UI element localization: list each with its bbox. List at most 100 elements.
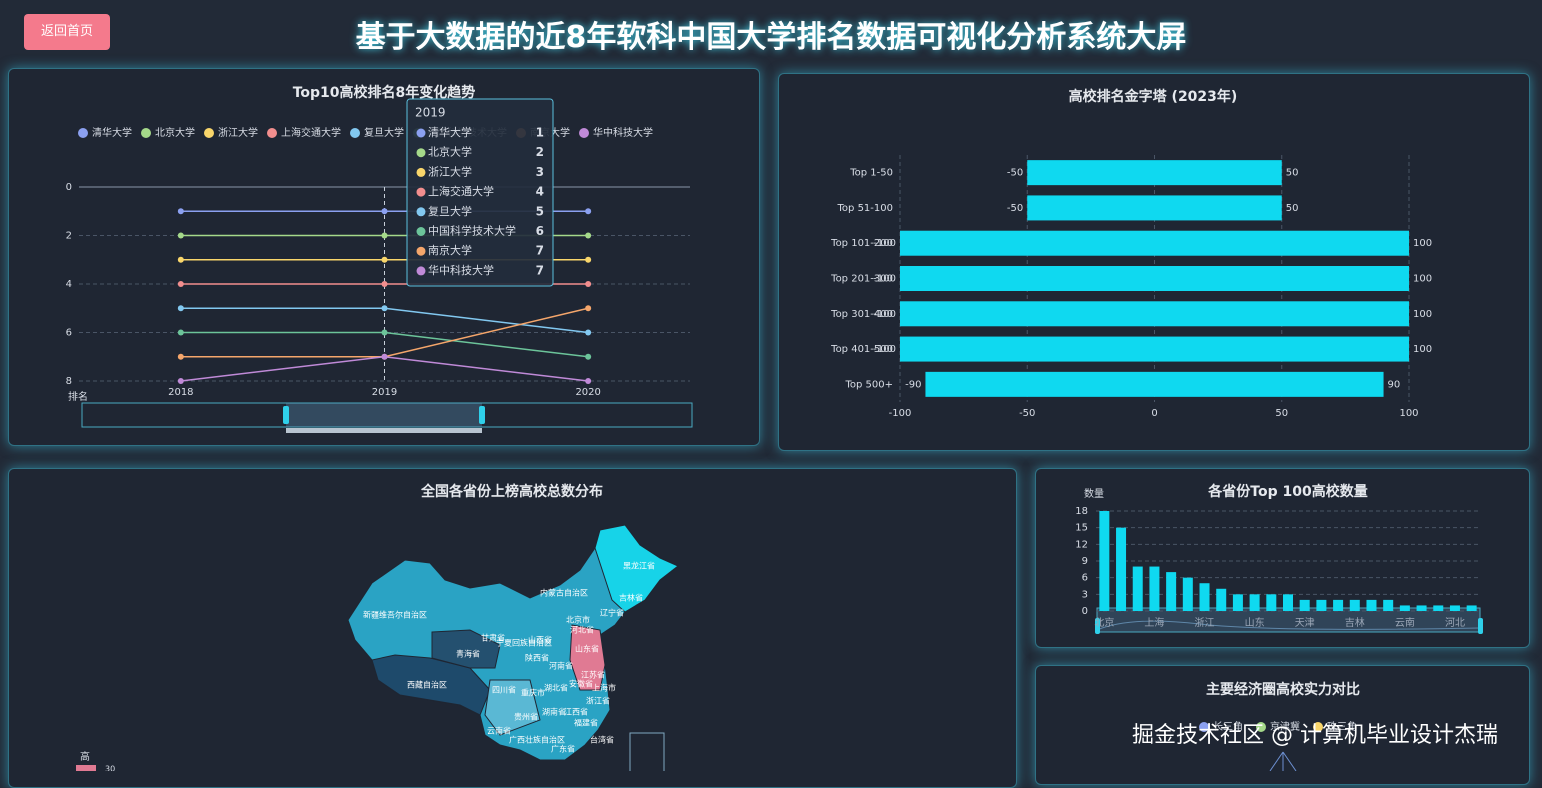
point (177, 353, 184, 360)
radar-grid (1269, 751, 1297, 771)
y-tick-label: Top 500+ (844, 379, 893, 390)
region-label: 台湾省 (590, 735, 614, 745)
bar (1027, 160, 1155, 186)
region-label: 广西壮族自治区 (509, 735, 565, 745)
region-label: 青海省 (456, 649, 480, 659)
visual-map-bar (76, 765, 96, 771)
bar (900, 336, 1155, 362)
page-title: 基于大数据的近8年软科中国大学排名数据可视化分析系统大屏 (355, 20, 1187, 55)
legend-swatch (141, 128, 151, 138)
legend-swatch (1256, 722, 1266, 732)
region-label: 宁夏回族自治区 (496, 638, 552, 648)
chart-title: 主要经济圈高校实力对比 (1206, 681, 1360, 698)
region-label: 西藏自治区 (407, 680, 447, 690)
legend-label: 浙江大学 (218, 126, 258, 139)
point (585, 378, 592, 384)
point (177, 281, 184, 287)
legend-swatch (579, 128, 589, 138)
point (585, 256, 592, 263)
line-zoom-slider[interactable] (81, 402, 693, 433)
region-label: 吉林省 (619, 593, 643, 603)
x-tick-label: 山东 (1245, 616, 1265, 629)
point (381, 329, 388, 336)
y-tick-label: 9 (1082, 556, 1088, 567)
tooltip-swatch (416, 128, 426, 138)
y-tick-label: Top 1-50 (849, 168, 893, 179)
china-map (347, 524, 679, 771)
tooltip-value: 1 (536, 126, 544, 140)
back-button[interactable]: 返回首页 (24, 14, 110, 50)
x-tick-label: 云南 (1395, 616, 1415, 629)
bar (1166, 572, 1177, 611)
region-label: 辽宁省 (600, 608, 624, 618)
region-label: 黑龙江省 (623, 561, 655, 571)
value-label: 50 (1286, 168, 1299, 179)
legend-label: 珠三角 (1327, 720, 1357, 733)
bar-zoom-slider[interactable] (1095, 607, 1483, 634)
bar (1466, 605, 1477, 611)
region-label: 四川省 (492, 685, 516, 695)
x-tick-label: 北京 (1094, 616, 1114, 629)
region-label: 内蒙古自治区 (540, 588, 588, 598)
bar (1027, 195, 1155, 221)
region-label: 新疆维吾尔自治区 (363, 610, 427, 620)
chart-title: 全国各省份上榜高校总数分布 (420, 483, 603, 500)
x-tick-label: 浙江 (1195, 617, 1215, 629)
y-tick-label: 0 (1082, 606, 1088, 617)
region-label: 湖南省 (542, 707, 566, 717)
value-label: 100 (1413, 238, 1432, 249)
x-tick-label: 吉林 (1345, 616, 1365, 629)
point (177, 208, 184, 215)
bar (1383, 599, 1394, 611)
bar (1299, 599, 1310, 611)
bar (1154, 160, 1282, 186)
legend-swatch (267, 128, 277, 138)
y-tick-label: 15 (1075, 523, 1088, 534)
tooltip-name: 中国科学技术大学 (428, 224, 516, 238)
bar (1266, 594, 1277, 611)
bar (1349, 599, 1360, 611)
point (177, 305, 184, 312)
legend-label: 华中科技大学 (593, 126, 653, 139)
region-label: 江苏省 (581, 670, 605, 680)
region-label: 云南省 (487, 726, 511, 736)
tooltip-name: 清华大学 (428, 125, 472, 139)
tooltip-title: 2019 (415, 106, 446, 120)
value-label: -50 (1007, 203, 1023, 214)
region-label: 河北省 (570, 625, 594, 635)
legend-swatch (350, 128, 360, 138)
region-label: 浙江省 (586, 696, 610, 706)
bar (1333, 599, 1344, 611)
tooltip-name: 华中科技大学 (428, 263, 494, 277)
legend-label: 复旦大学 (364, 126, 404, 139)
x-tick-label: -100 (889, 408, 912, 419)
y-tick-label: 4 (66, 279, 72, 290)
bar (1433, 605, 1444, 611)
page: 返回首页 基于大数据的近8年软科中国大学排名数据可视化分析系统大屏 Top10高… (8, 14, 1530, 788)
region-label: 山西省 (528, 635, 552, 645)
x-tick-label: 2019 (372, 387, 397, 398)
bar (1154, 371, 1384, 397)
point (381, 256, 388, 263)
visual-map-label: 高 (80, 750, 90, 763)
chart-title: 各省份Top 100高校数量 (1207, 483, 1367, 500)
point (585, 353, 592, 360)
point (585, 208, 592, 215)
region-label: 上海市 (592, 683, 616, 693)
bar (1099, 511, 1110, 611)
region-label: 湖北省 (544, 683, 568, 693)
value-label: 50 (1286, 203, 1299, 214)
bar (1199, 583, 1210, 611)
bar (900, 301, 1155, 327)
tooltip-swatch (416, 246, 426, 256)
point (177, 232, 184, 239)
legend-swatch (1199, 722, 1209, 732)
tooltip-swatch (416, 148, 426, 158)
bar (1154, 266, 1409, 291)
tooltip-swatch (416, 187, 426, 197)
value-label: -90 (905, 379, 921, 390)
tooltip-swatch (416, 266, 426, 276)
point (177, 256, 184, 263)
point (177, 329, 184, 336)
y-tick-label: Top 401-500 (830, 344, 893, 355)
